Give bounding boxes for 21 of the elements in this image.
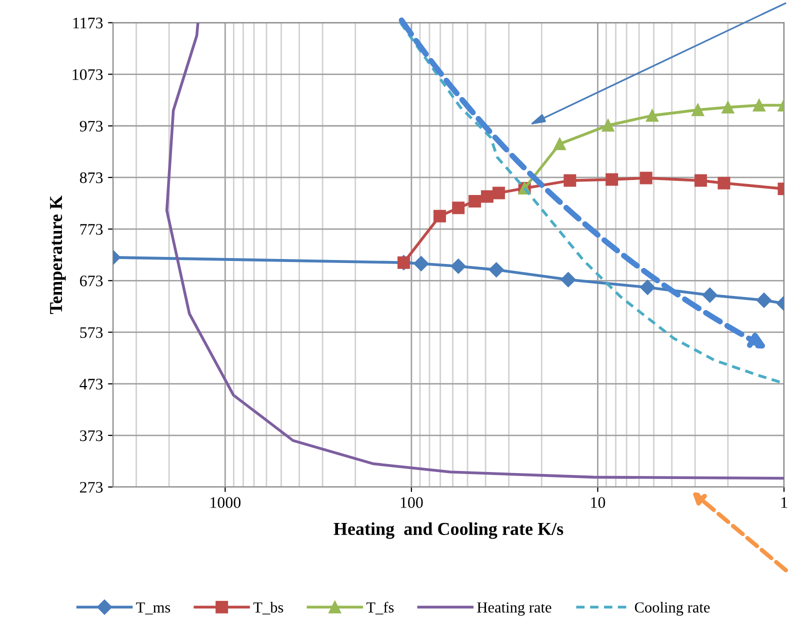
y-tick-label: 1073 bbox=[72, 69, 103, 80]
legend-label: T_fs bbox=[366, 602, 394, 614]
x-tick-label: 100 bbox=[400, 497, 423, 508]
y-tick-label: 673 bbox=[80, 276, 103, 286]
y-tick-label: 773 bbox=[80, 224, 103, 235]
y-tick-label: 273 bbox=[80, 482, 103, 493]
x-tick-label: 1000 bbox=[210, 497, 241, 508]
legend-label: Cooling rate bbox=[634, 602, 710, 616]
x-axis-title: Heating and Cooling rate K/s bbox=[334, 522, 564, 539]
legend-label: T_ms bbox=[136, 602, 170, 614]
legend-label: T_bs bbox=[253, 602, 284, 614]
x-tick-label: 1 bbox=[781, 497, 788, 508]
y-tick-label: 573 bbox=[80, 327, 103, 338]
x-tick-label: 10 bbox=[591, 497, 606, 508]
y-tick-label: 1173 bbox=[73, 18, 103, 28]
y-tick-label: 373 bbox=[80, 430, 103, 442]
y-tick-label: 973 bbox=[80, 120, 103, 132]
y-tick-label: 873 bbox=[80, 172, 103, 184]
legend-label: Heating rate bbox=[477, 602, 552, 616]
y-axis-title: Temperature K bbox=[50, 196, 66, 314]
y-tick-label: 473 bbox=[80, 378, 103, 390]
